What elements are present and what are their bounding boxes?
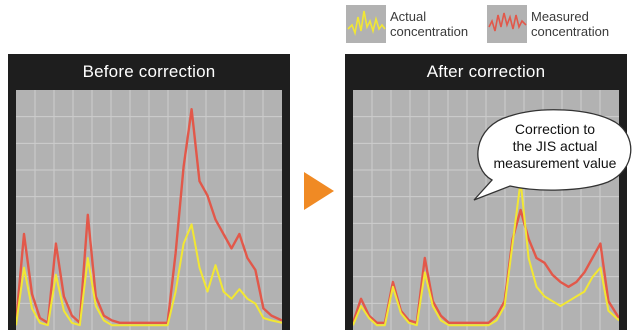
legend-actual-swatch	[346, 5, 386, 43]
before-series-measured-line	[16, 108, 282, 325]
panel-before-title: Before correction	[82, 62, 216, 81]
panel-after-title: After correction	[426, 62, 546, 81]
plot-before	[16, 90, 282, 330]
arrow-icon	[304, 172, 334, 210]
callout-bubble	[473, 109, 632, 201]
legend-actual-label-line2: concentration	[390, 24, 469, 39]
chart-before-svg	[16, 90, 282, 330]
legend-measured: Measured concentration	[487, 5, 609, 43]
legend-actual: Actual concentration	[346, 5, 468, 43]
callout-line3: measurement value	[493, 155, 617, 171]
after-series-actual-line	[353, 180, 619, 327]
callout-line2: the JIS actual	[512, 138, 598, 154]
legend-measured-label-line2: concentration	[531, 24, 610, 39]
legend-measured-swatch-line	[488, 12, 527, 32]
legend-measured-label: Measured concentration	[531, 9, 609, 39]
legend-measured-label-line1: Measured	[531, 9, 589, 24]
callout-line1: Correction to	[514, 121, 596, 137]
legend-actual-swatch-line	[347, 10, 386, 36]
after-series-measured-line	[353, 208, 619, 325]
panel-before-correction: Before correction	[8, 54, 290, 330]
before-series-actual-line	[16, 223, 282, 327]
legend-actual-label-line1: Actual	[390, 9, 427, 24]
legend-measured-swatch	[487, 5, 527, 43]
callout-bubble-shape	[473, 109, 632, 201]
arrow-icon-shape	[304, 172, 334, 210]
legend-actual-label: Actual concentration	[390, 9, 468, 39]
callout-text: Correction to the JIS actual measurement…	[486, 121, 624, 172]
